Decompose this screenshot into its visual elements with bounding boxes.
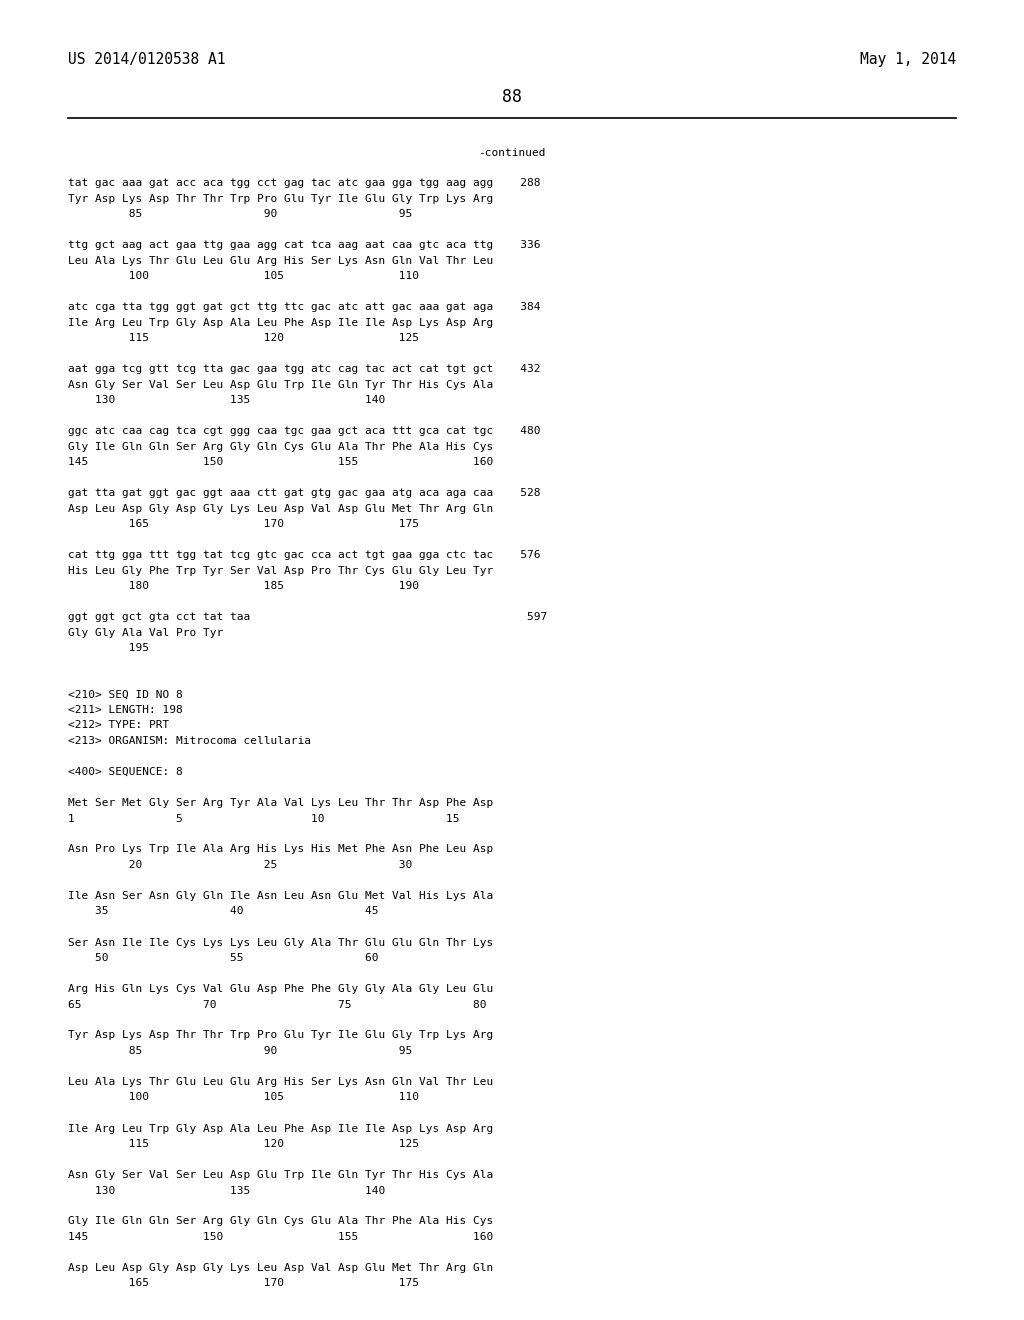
Text: Gly Ile Gln Gln Ser Arg Gly Gln Cys Glu Ala Thr Phe Ala His Cys: Gly Ile Gln Gln Ser Arg Gly Gln Cys Glu … xyxy=(68,1217,494,1226)
Text: ggc atc caa cag tca cgt ggg caa tgc gaa gct aca ttt gca cat tgc    480: ggc atc caa cag tca cgt ggg caa tgc gaa … xyxy=(68,426,541,436)
Text: US 2014/0120538 A1: US 2014/0120538 A1 xyxy=(68,51,225,67)
Text: Ser Asn Ile Ile Cys Lys Lys Leu Gly Ala Thr Glu Glu Gln Thr Lys: Ser Asn Ile Ile Cys Lys Lys Leu Gly Ala … xyxy=(68,937,494,948)
Text: 165                 170                 175: 165 170 175 xyxy=(68,1279,419,1288)
Text: <211> LENGTH: 198: <211> LENGTH: 198 xyxy=(68,705,182,715)
Text: Arg His Gln Lys Cys Val Glu Asp Phe Phe Gly Gly Ala Gly Leu Glu: Arg His Gln Lys Cys Val Glu Asp Phe Phe … xyxy=(68,983,494,994)
Text: Asn Pro Lys Trp Ile Ala Arg His Lys His Met Phe Asn Phe Leu Asp: Asn Pro Lys Trp Ile Ala Arg His Lys His … xyxy=(68,845,494,854)
Text: 85                  90                  95: 85 90 95 xyxy=(68,209,413,219)
Text: Ile Asn Ser Asn Gly Gln Ile Asn Leu Asn Glu Met Val His Lys Ala: Ile Asn Ser Asn Gly Gln Ile Asn Leu Asn … xyxy=(68,891,494,902)
Text: Asn Gly Ser Val Ser Leu Asp Glu Trp Ile Gln Tyr Thr His Cys Ala: Asn Gly Ser Val Ser Leu Asp Glu Trp Ile … xyxy=(68,1170,494,1180)
Text: 85                  90                  95: 85 90 95 xyxy=(68,1045,413,1056)
Text: 130                 135                 140: 130 135 140 xyxy=(68,395,385,405)
Text: 1               5                   10                  15: 1 5 10 15 xyxy=(68,813,460,824)
Text: <212> TYPE: PRT: <212> TYPE: PRT xyxy=(68,721,169,730)
Text: -continued: -continued xyxy=(478,148,546,158)
Text: Asp Leu Asp Gly Asp Gly Lys Leu Asp Val Asp Glu Met Thr Arg Gln: Asp Leu Asp Gly Asp Gly Lys Leu Asp Val … xyxy=(68,503,494,513)
Text: 165                 170                 175: 165 170 175 xyxy=(68,519,419,529)
Text: Met Ser Met Gly Ser Arg Tyr Ala Val Lys Leu Thr Thr Asp Phe Asp: Met Ser Met Gly Ser Arg Tyr Ala Val Lys … xyxy=(68,799,494,808)
Text: His Leu Gly Phe Trp Tyr Ser Val Asp Pro Thr Cys Glu Gly Leu Tyr: His Leu Gly Phe Trp Tyr Ser Val Asp Pro … xyxy=(68,565,494,576)
Text: Leu Ala Lys Thr Glu Leu Glu Arg His Ser Lys Asn Gln Val Thr Leu: Leu Ala Lys Thr Glu Leu Glu Arg His Ser … xyxy=(68,1077,494,1086)
Text: 115                 120                 125: 115 120 125 xyxy=(68,333,419,343)
Text: 145                 150                 155                 160: 145 150 155 160 xyxy=(68,1232,494,1242)
Text: 145                 150                 155                 160: 145 150 155 160 xyxy=(68,457,494,467)
Text: 100                 105                 110: 100 105 110 xyxy=(68,271,419,281)
Text: Leu Ala Lys Thr Glu Leu Glu Arg His Ser Lys Asn Gln Val Thr Leu: Leu Ala Lys Thr Glu Leu Glu Arg His Ser … xyxy=(68,256,494,265)
Text: 180                 185                 190: 180 185 190 xyxy=(68,581,419,591)
Text: <213> ORGANISM: Mitrocoma cellularia: <213> ORGANISM: Mitrocoma cellularia xyxy=(68,737,311,746)
Text: 20                  25                  30: 20 25 30 xyxy=(68,861,413,870)
Text: 100                 105                 110: 100 105 110 xyxy=(68,1093,419,1102)
Text: tat gac aaa gat acc aca tgg cct gag tac atc gaa gga tgg aag agg    288: tat gac aaa gat acc aca tgg cct gag tac … xyxy=(68,178,541,187)
Text: 65                  70                  75                  80: 65 70 75 80 xyxy=(68,999,486,1010)
Text: Asp Leu Asp Gly Asp Gly Lys Leu Asp Val Asp Glu Met Thr Arg Gln: Asp Leu Asp Gly Asp Gly Lys Leu Asp Val … xyxy=(68,1263,494,1272)
Text: Ile Arg Leu Trp Gly Asp Ala Leu Phe Asp Ile Ile Asp Lys Asp Arg: Ile Arg Leu Trp Gly Asp Ala Leu Phe Asp … xyxy=(68,1123,494,1134)
Text: Gly Gly Ala Val Pro Tyr: Gly Gly Ala Val Pro Tyr xyxy=(68,627,223,638)
Text: cat ttg gga ttt tgg tat tcg gtc gac cca act tgt gaa gga ctc tac    576: cat ttg gga ttt tgg tat tcg gtc gac cca … xyxy=(68,550,541,560)
Text: ttg gct aag act gaa ttg gaa agg cat tca aag aat caa gtc aca ttg    336: ttg gct aag act gaa ttg gaa agg cat tca … xyxy=(68,240,541,249)
Text: Ile Arg Leu Trp Gly Asp Ala Leu Phe Asp Ile Ile Asp Lys Asp Arg: Ile Arg Leu Trp Gly Asp Ala Leu Phe Asp … xyxy=(68,318,494,327)
Text: 130                 135                 140: 130 135 140 xyxy=(68,1185,385,1196)
Text: Asn Gly Ser Val Ser Leu Asp Glu Trp Ile Gln Tyr Thr His Cys Ala: Asn Gly Ser Val Ser Leu Asp Glu Trp Ile … xyxy=(68,380,494,389)
Text: 115                 120                 125: 115 120 125 xyxy=(68,1139,419,1148)
Text: Gly Ile Gln Gln Ser Arg Gly Gln Cys Glu Ala Thr Phe Ala His Cys: Gly Ile Gln Gln Ser Arg Gly Gln Cys Glu … xyxy=(68,441,494,451)
Text: ggt ggt gct gta cct tat taa                                         597: ggt ggt gct gta cct tat taa 597 xyxy=(68,612,547,622)
Text: 50                  55                  60: 50 55 60 xyxy=(68,953,379,964)
Text: 195: 195 xyxy=(68,643,150,653)
Text: atc cga tta tgg ggt gat gct ttg ttc gac atc att gac aaa gat aga    384: atc cga tta tgg ggt gat gct ttg ttc gac … xyxy=(68,302,541,312)
Text: 88: 88 xyxy=(502,88,522,106)
Text: Tyr Asp Lys Asp Thr Thr Trp Pro Glu Tyr Ile Glu Gly Trp Lys Arg: Tyr Asp Lys Asp Thr Thr Trp Pro Glu Tyr … xyxy=(68,194,494,203)
Text: gat tta gat ggt gac ggt aaa ctt gat gtg gac gaa atg aca aga caa    528: gat tta gat ggt gac ggt aaa ctt gat gtg … xyxy=(68,488,541,498)
Text: <210> SEQ ID NO 8: <210> SEQ ID NO 8 xyxy=(68,689,182,700)
Text: May 1, 2014: May 1, 2014 xyxy=(860,51,956,67)
Text: 35                  40                  45: 35 40 45 xyxy=(68,907,379,916)
Text: Tyr Asp Lys Asp Thr Thr Trp Pro Glu Tyr Ile Glu Gly Trp Lys Arg: Tyr Asp Lys Asp Thr Thr Trp Pro Glu Tyr … xyxy=(68,1031,494,1040)
Text: <400> SEQUENCE: 8: <400> SEQUENCE: 8 xyxy=(68,767,182,777)
Text: aat gga tcg gtt tcg tta gac gaa tgg atc cag tac act cat tgt gct    432: aat gga tcg gtt tcg tta gac gaa tgg atc … xyxy=(68,364,541,374)
